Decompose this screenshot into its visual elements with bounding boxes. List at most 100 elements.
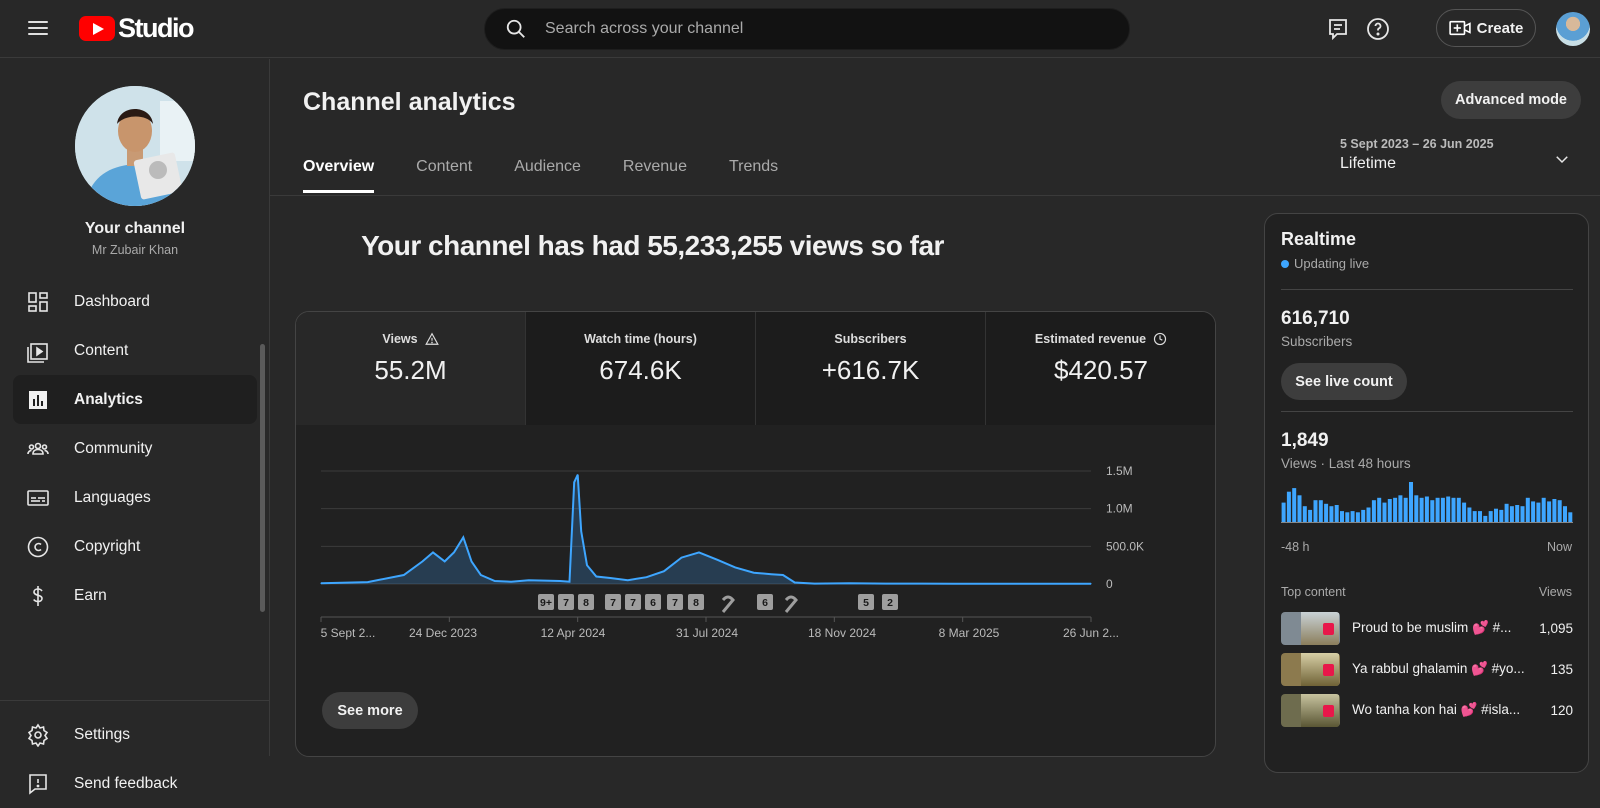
data-point — [573, 481, 575, 483]
sidebar-scrollbar[interactable] — [260, 344, 265, 612]
shorts-icon — [1323, 704, 1334, 717]
series-area — [321, 474, 1091, 584]
data-point — [627, 579, 629, 581]
video-views: 120 — [1550, 702, 1573, 718]
languages-icon — [27, 489, 49, 506]
data-point — [848, 582, 851, 584]
channel-avatar[interactable] — [75, 86, 195, 206]
realtime-title: Realtime — [1281, 229, 1357, 249]
date-range-dates[interactable]: 5 Sept 2023 – 26 Jun 2025 — [1340, 137, 1494, 151]
realtime-bar — [1366, 507, 1371, 522]
sidebar-item-label: Dashboard — [74, 292, 150, 310]
metric-views[interactable]: Views 55.2M — [296, 312, 526, 425]
data-point — [544, 580, 546, 582]
marker-label: 7 — [672, 597, 678, 609]
advanced-mode-button[interactable]: Advanced mode — [1441, 81, 1581, 119]
video-title: Wo tanha kon hai 💕 #isla... — [1352, 702, 1521, 717]
tab-trends[interactable]: Trends — [728, 158, 779, 175]
top-content-row[interactable]: Wo tanha kon hai 💕 #isla... 120 — [1281, 693, 1573, 727]
sidebar-item-earn[interactable]: Earn — [13, 571, 257, 620]
data-point — [453, 551, 455, 553]
realtime-bar — [1563, 506, 1567, 522]
metric-value: 55.2M — [374, 355, 447, 385]
realtime-bar — [1456, 497, 1461, 522]
realtime-bar — [1377, 497, 1382, 522]
sidebar-item-settings[interactable]: Settings — [13, 710, 257, 759]
realtime-bar — [1361, 509, 1366, 522]
video-thumbnail — [1281, 611, 1340, 645]
sidebar-item-languages[interactable]: Languages — [13, 473, 257, 522]
copyright-icon — [27, 536, 49, 557]
sidebar-item-dashboard[interactable]: Dashboard — [13, 277, 257, 326]
realtime-bar — [1472, 511, 1477, 522]
top-content-row[interactable]: Ya rabbul ghalamin 💕 #yo... 135 — [1281, 652, 1573, 686]
chevron-down-icon[interactable] — [1553, 150, 1571, 168]
data-point — [480, 574, 482, 576]
metric-value: 674.6K — [599, 355, 682, 385]
sidebar-item-label: Send feedback — [74, 774, 178, 792]
marker-label: 8 — [693, 597, 699, 609]
date-range-label[interactable]: Lifetime — [1340, 155, 1397, 172]
account-avatar[interactable] — [1556, 12, 1590, 46]
marker-label: 6 — [762, 597, 768, 609]
realtime-bar — [1547, 501, 1552, 522]
see-more-button[interactable]: See more — [322, 692, 418, 729]
divider — [270, 195, 1600, 196]
realtime-bar — [1398, 495, 1403, 522]
warning-icon — [424, 332, 439, 345]
logo-text: Studio — [118, 12, 194, 43]
overview-card: Views 55.2M Watch time (hours) 674.6K Su… — [295, 311, 1216, 757]
realtime-bar — [1552, 499, 1557, 522]
tab-revenue[interactable]: Revenue — [622, 158, 687, 175]
see-live-count-button[interactable]: See live count — [1281, 363, 1407, 400]
x-tick-label: 24 Dec 2023 — [409, 626, 477, 640]
data-point — [753, 572, 755, 574]
studio-logo[interactable]: Studio — [79, 12, 194, 43]
upload-marker — [784, 595, 798, 613]
data-point — [568, 581, 571, 583]
sidebar-item-send-feedback[interactable]: Send feedback — [13, 759, 257, 808]
data-point — [698, 551, 700, 553]
create-button[interactable]: Create — [1436, 9, 1536, 47]
menu-icon[interactable] — [26, 17, 50, 41]
marker-box — [645, 594, 661, 610]
data-point — [595, 575, 597, 578]
data-point — [462, 536, 464, 538]
video-title: Ya rabbul ghalamin 💕 #yo... — [1352, 661, 1525, 676]
create-label: Create — [1476, 19, 1524, 37]
realtime-bar — [1387, 499, 1392, 522]
sidebar-item-content[interactable]: Content — [13, 326, 257, 375]
search-box[interactable] — [484, 8, 1130, 50]
clock-icon — [1153, 332, 1167, 346]
tab-audience[interactable]: Audience — [514, 158, 581, 175]
captions-icon[interactable] — [1326, 17, 1350, 41]
data-point — [813, 583, 816, 585]
data-point — [990, 583, 992, 585]
realtime-bar-chart[interactable] — [1281, 472, 1573, 528]
metric-revenue[interactable]: Estimated revenue $420.57 — [986, 312, 1215, 425]
data-point — [510, 581, 512, 583]
sidebar-item-analytics[interactable]: Analytics — [13, 375, 257, 424]
data-point — [953, 583, 956, 585]
search-input[interactable] — [545, 20, 1105, 38]
tab-content[interactable]: Content — [416, 158, 473, 175]
metric-watch-time[interactable]: Watch time (hours) 674.6K — [526, 312, 756, 425]
sidebar-item-community[interactable]: Community — [13, 424, 257, 473]
realtime-views-label: Views · Last 48 hours — [1281, 456, 1411, 471]
views-chart[interactable]: 0 500.0K 1.0M 1.5M 9+ 7 8 7 7 6 7 8 6 5 2 5 Sept 2... 24… — [296, 425, 1216, 665]
realtime-bar — [1499, 509, 1504, 522]
data-point — [470, 560, 473, 562]
metric-subscribers[interactable]: Subscribers +616.7K — [756, 312, 986, 425]
top-content-row[interactable]: Proud to be muslim 💕 #... 1,095 — [1281, 611, 1573, 645]
y-tick-label: 500.0K — [1106, 539, 1144, 553]
realtime-bar — [1520, 506, 1525, 522]
shorts-icon — [721, 595, 735, 613]
divider — [1281, 289, 1573, 290]
upload-marker: 2 — [882, 594, 898, 610]
data-point — [609, 577, 611, 579]
marker-box — [757, 594, 773, 610]
help-icon[interactable] — [1366, 17, 1390, 41]
realtime-bar — [1440, 497, 1445, 522]
sidebar-item-copyright[interactable]: Copyright — [13, 522, 257, 571]
tab-overview[interactable]: Overview — [303, 158, 375, 193]
